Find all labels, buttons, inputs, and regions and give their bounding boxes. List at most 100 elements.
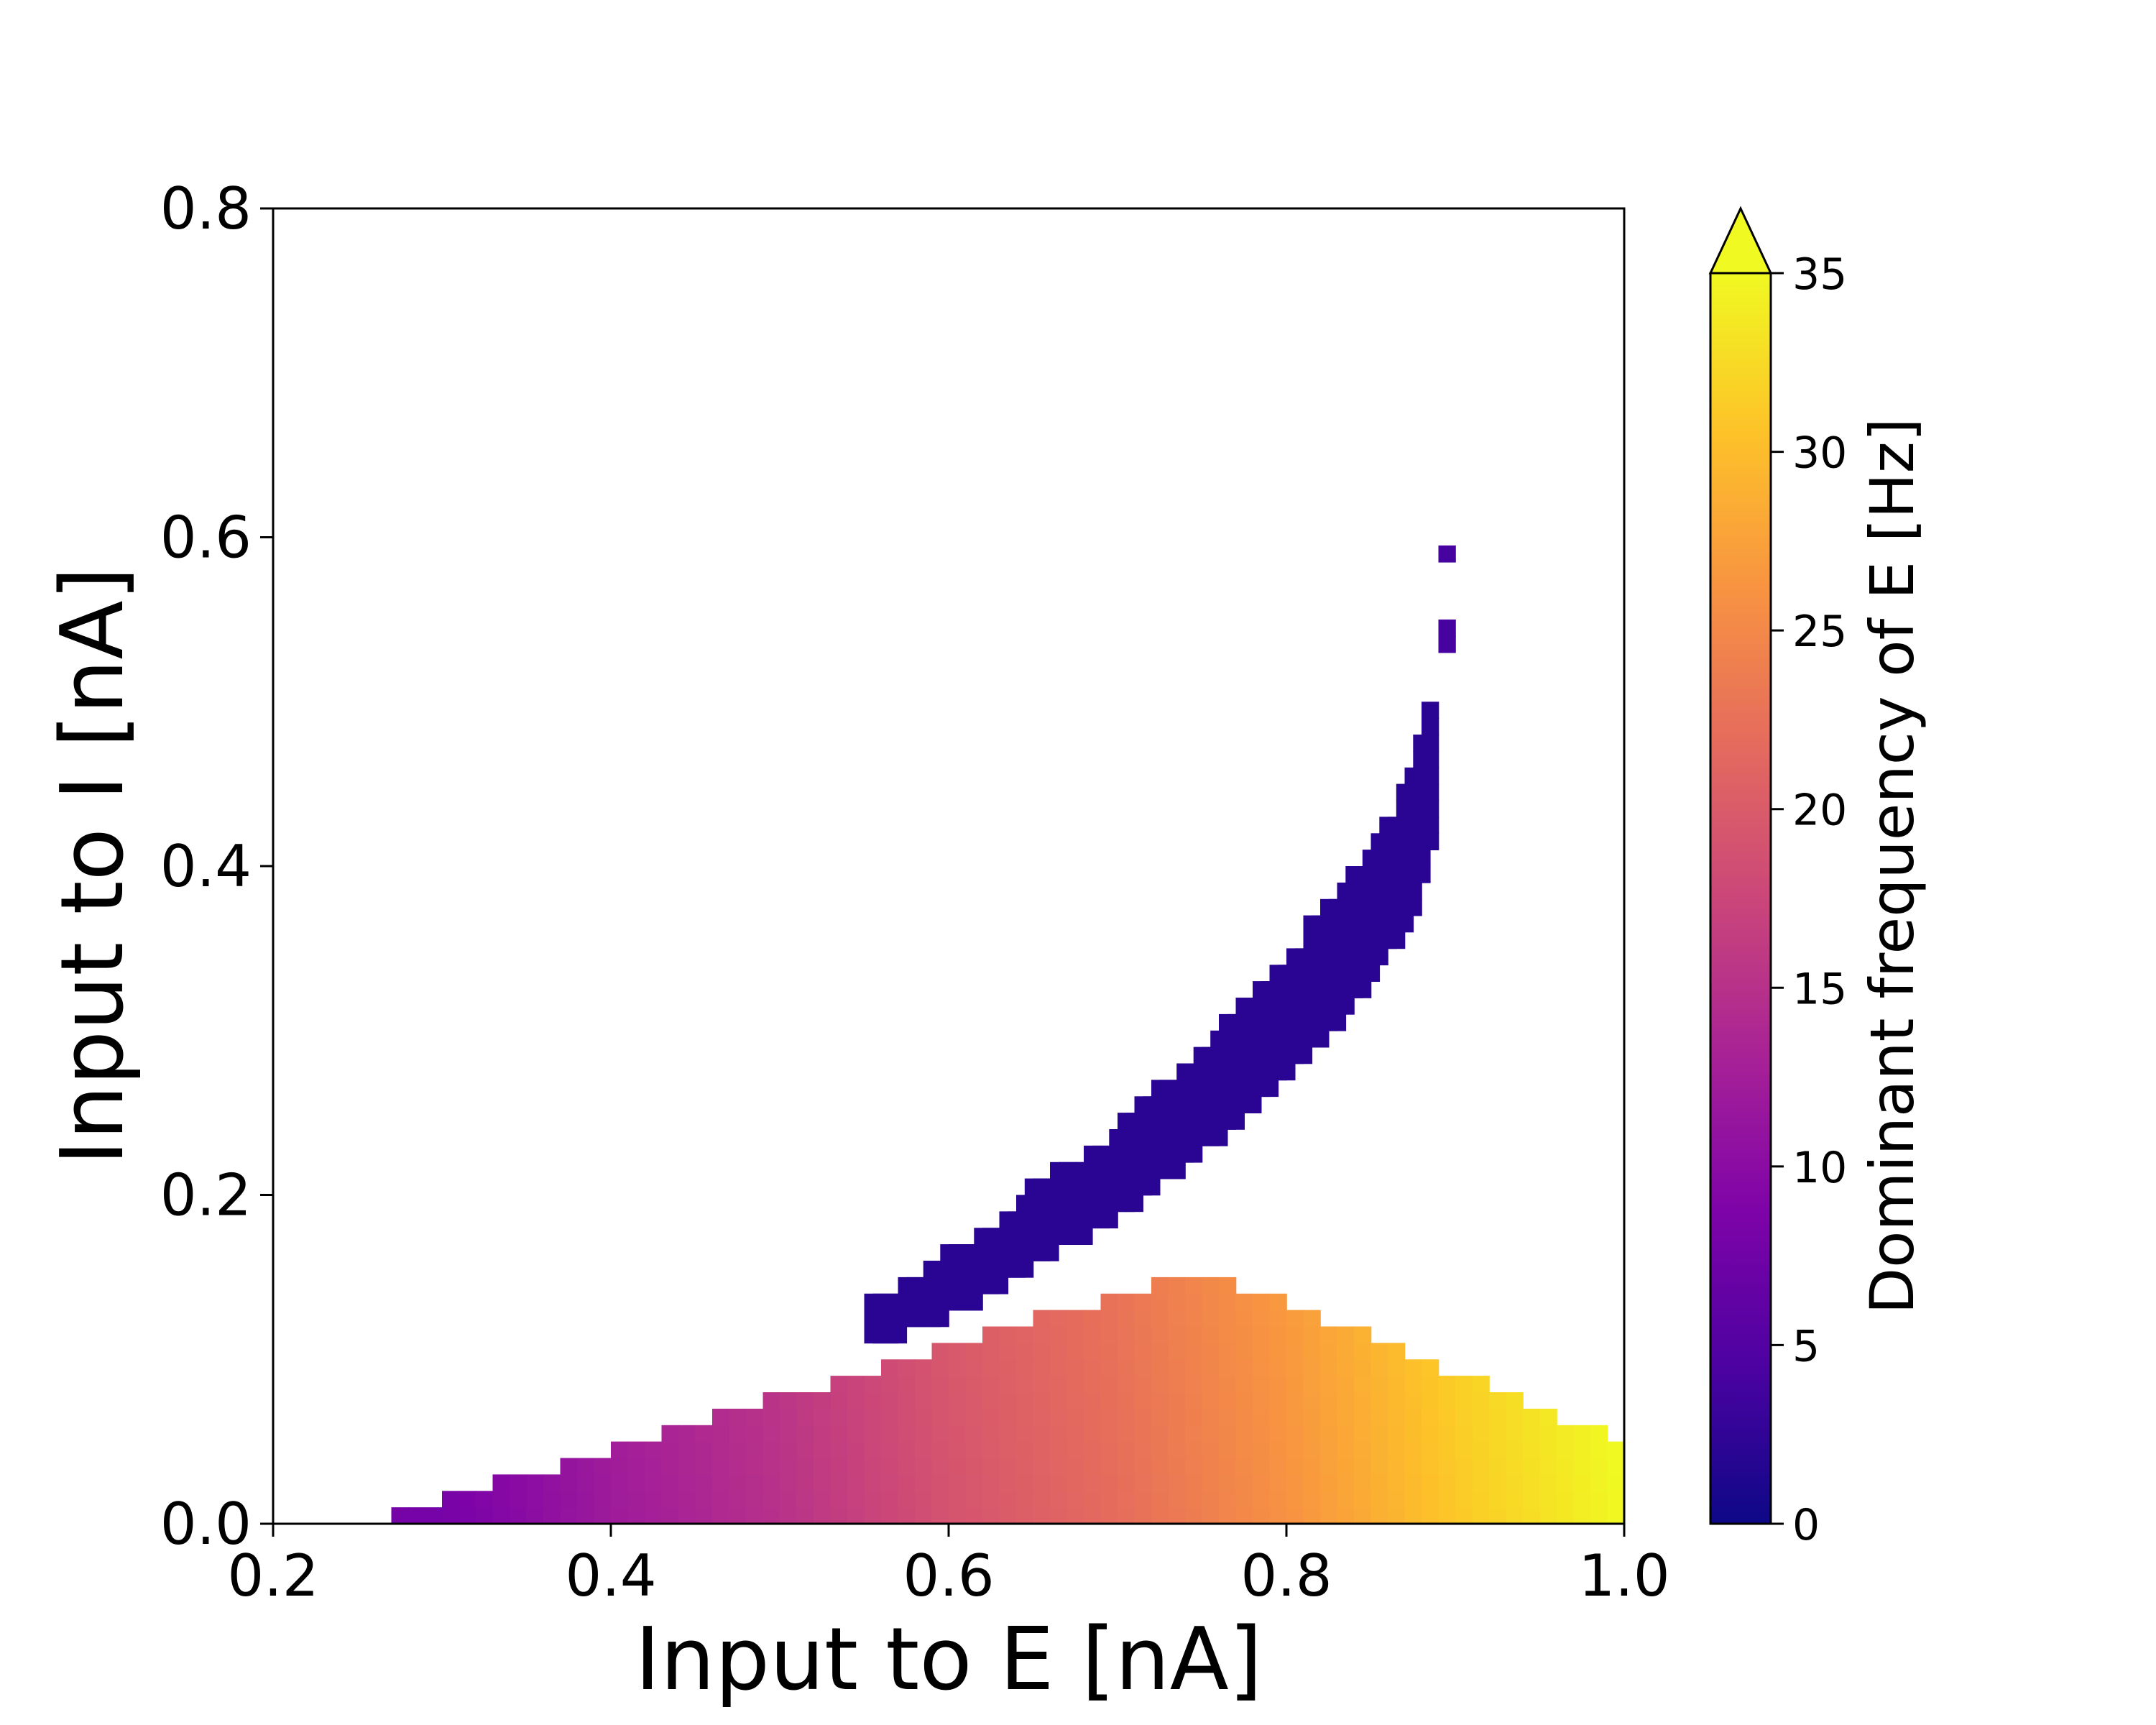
heatmap-cell [1286, 1507, 1304, 1524]
heatmap-cell [746, 1458, 764, 1476]
heatmap-cell [1320, 1507, 1338, 1524]
heatmap-cell [889, 1326, 908, 1344]
y-tick-label: 0.6 [160, 505, 252, 571]
heatmap-cell [1539, 1441, 1557, 1459]
heatmap-cell [661, 1507, 679, 1524]
heatmap-cell [1151, 1376, 1169, 1393]
heatmap-cell [881, 1491, 899, 1508]
heatmap-cell [1100, 1326, 1118, 1344]
heatmap-cell [1235, 1343, 1253, 1361]
heatmap-cell [949, 1392, 967, 1409]
heatmap-cell [1404, 1359, 1422, 1376]
heatmap-cell [915, 1392, 933, 1409]
heatmap-cell [1269, 1293, 1287, 1311]
heatmap-cell [1118, 1408, 1135, 1426]
heatmap-cell [1016, 1359, 1034, 1376]
heatmap-cell [1523, 1458, 1541, 1476]
heatmap-cell [898, 1491, 916, 1508]
heatmap-cell [645, 1474, 663, 1492]
heatmap-cell [881, 1458, 899, 1476]
heatmap-cell [1269, 1408, 1287, 1426]
heatmap-cell [780, 1507, 798, 1524]
heatmap-cell [1404, 1376, 1422, 1393]
heatmap-cell [1151, 1293, 1169, 1311]
heatmap-cell [1438, 1392, 1456, 1409]
heatmap-cell [999, 1408, 1017, 1426]
heatmap-cell [1370, 1441, 1388, 1459]
heatmap-cell [746, 1425, 764, 1443]
heatmap-cell [864, 1425, 882, 1443]
heatmap-cell [1388, 1376, 1406, 1393]
heatmap-cell [1573, 1441, 1591, 1459]
heatmap-cell [1422, 1474, 1439, 1492]
heatmap-cell [763, 1474, 780, 1492]
heatmap-cell [1269, 1343, 1287, 1361]
heatmap-cell [1235, 1408, 1253, 1426]
heatmap-cell [965, 1408, 983, 1426]
colorbar-label: Dominant frequency of E [Hz] [1857, 418, 1927, 1314]
heatmap-cell [780, 1491, 798, 1508]
heatmap-cell [864, 1474, 882, 1492]
heatmap-cell [1100, 1507, 1118, 1524]
heatmap-cell [814, 1441, 831, 1459]
heatmap-cell [1084, 1343, 1102, 1361]
heatmap-cell [1134, 1293, 1152, 1311]
heatmap-cell [1202, 1507, 1220, 1524]
heatmap-cell [915, 1359, 933, 1376]
heatmap-cell [1235, 1491, 1253, 1508]
heatmap-cell [1337, 1343, 1355, 1361]
heatmap-cell [982, 1474, 1000, 1492]
heatmap-cell [830, 1491, 848, 1508]
heatmap-cell [1253, 1293, 1271, 1311]
heatmap-cell [949, 1441, 967, 1459]
heatmap-cell [1151, 1392, 1169, 1409]
heatmap-cell [1388, 1343, 1406, 1361]
heatmap-cell [1269, 1507, 1287, 1524]
heatmap-cell [864, 1441, 882, 1459]
heatmap-cell [1168, 1408, 1186, 1426]
heatmap-cell [1134, 1392, 1152, 1409]
colorbar-ticks: 0 5 10 15 20 25 30 35 [1771, 249, 1847, 1550]
heatmap-cell [1422, 1507, 1439, 1524]
heatmap-cell [1413, 866, 1431, 883]
heatmap-cell [999, 1474, 1017, 1492]
heatmap-cell [560, 1507, 578, 1524]
heatmap-cell [780, 1458, 798, 1476]
heatmap-cell [1455, 1507, 1473, 1524]
heatmap-cell [915, 1441, 933, 1459]
heatmap-cell [1084, 1326, 1102, 1344]
heatmap-cell [1134, 1343, 1152, 1361]
heatmap-cell [712, 1458, 730, 1476]
heatmap-cell [526, 1507, 544, 1524]
heatmap-cell [1337, 1491, 1355, 1508]
heatmap-cell [1438, 1441, 1456, 1459]
heatmap-cell [1075, 1228, 1093, 1245]
heatmap-cell [965, 1507, 983, 1524]
heatmap-cell [1269, 1392, 1287, 1409]
heatmap-cell [1303, 1359, 1321, 1376]
heatmap-cell [1422, 1425, 1439, 1443]
heatmap-cell [1185, 1441, 1203, 1459]
heatmap-cell [898, 1359, 916, 1376]
heatmap-cell [1067, 1326, 1084, 1344]
heatmap-cell [661, 1441, 679, 1459]
heatmap-cell [1590, 1441, 1608, 1459]
heatmap-cell [1422, 702, 1439, 719]
heatmap-cell [1185, 1343, 1203, 1361]
heatmap-cell [796, 1408, 814, 1426]
heatmap-cell [1269, 1326, 1287, 1344]
heatmap-cell [1337, 1326, 1355, 1344]
heatmap-cell [712, 1507, 730, 1524]
heatmap-cell [1235, 1507, 1253, 1524]
heatmap-cell [695, 1458, 713, 1476]
heatmap-cell [1253, 1408, 1271, 1426]
heatmap-cell [1337, 1441, 1355, 1459]
heatmap-cell [1320, 1359, 1338, 1376]
heatmap-cell [1253, 1326, 1271, 1344]
heatmap-cell [1219, 1376, 1237, 1393]
heatmap-cell [999, 1425, 1017, 1443]
heatmap-cell [1354, 1474, 1372, 1492]
heatmap-cell [1151, 1310, 1169, 1328]
heatmap-cell [1303, 1392, 1321, 1409]
heatmap-cell [931, 1408, 949, 1426]
